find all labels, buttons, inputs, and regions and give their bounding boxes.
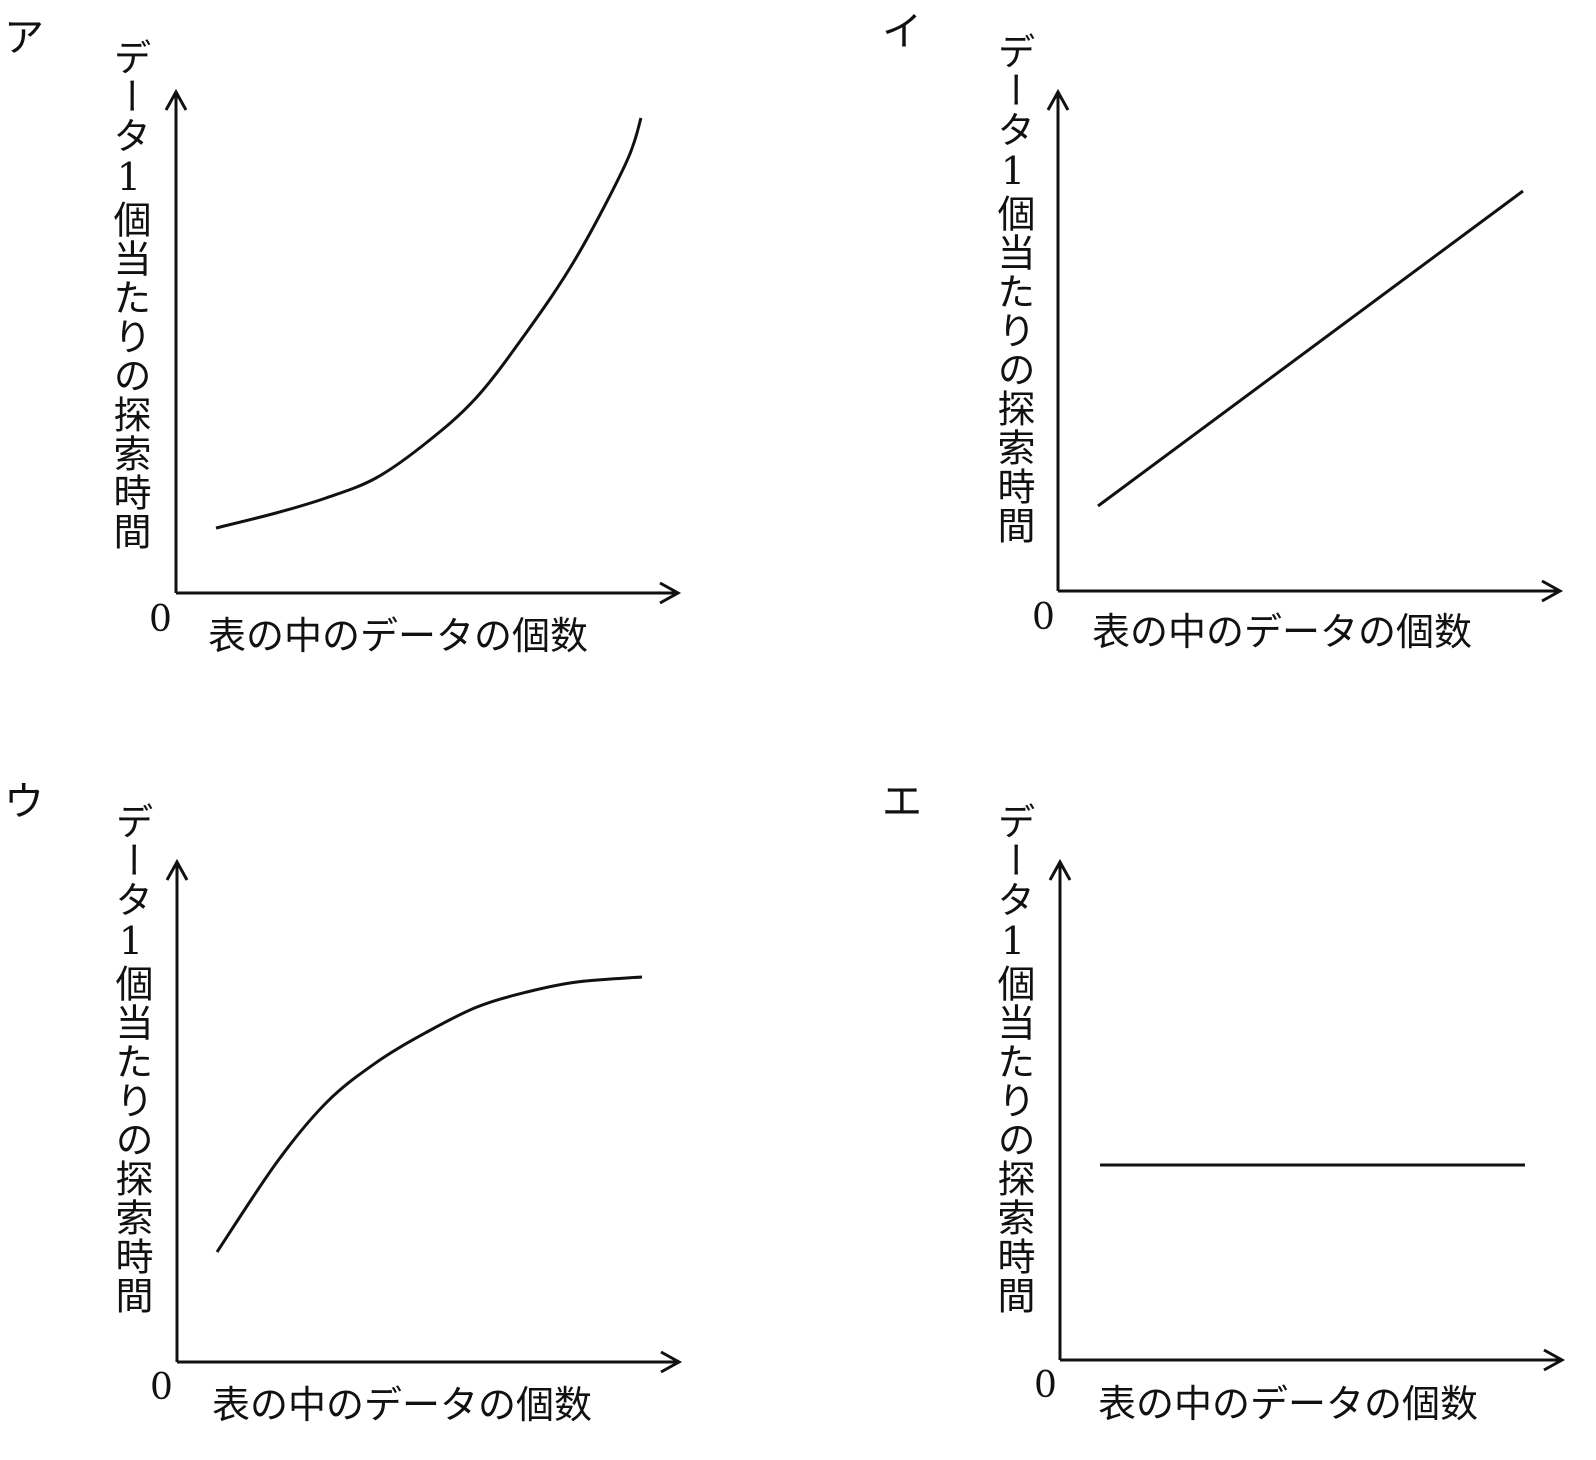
y-axis-label: データ1個当たりの探索時間	[991, 802, 1035, 1315]
x-axis-label: 表の中のデータの個数	[208, 614, 589, 658]
plot-area	[1048, 858, 1566, 1372]
y-axis-arrowhead	[1046, 88, 1070, 111]
panel-label: エ	[882, 779, 922, 825]
plot-area	[1046, 88, 1564, 603]
panel-i: イ データ1個当たりの探索時間 0 表の中のデータの個数	[798, 0, 1596, 730]
origin-label: 0	[150, 1367, 173, 1408]
x-axis-label: 表の中のデータの個数	[212, 1383, 593, 1427]
series-line	[215, 975, 643, 1253]
y-axis-label: データ1個当たりの探索時間	[107, 38, 151, 551]
x-axis-arrowhead	[659, 581, 682, 605]
y-axis-label: データ1個当たりの探索時間	[991, 32, 1035, 545]
panel-e: エ データ1個当たりの探索時間 0 表の中のデータの個数	[798, 730, 1596, 1460]
panel-label: イ	[882, 9, 922, 55]
series-line	[1097, 189, 1524, 508]
x-axis-label: 表の中のデータの個数	[1092, 610, 1473, 654]
plot-area	[164, 88, 682, 605]
x-axis-arrowhead	[1541, 579, 1564, 603]
x-axis-arrowhead	[1543, 1348, 1566, 1372]
plot-area	[165, 858, 683, 1374]
y-axis-arrowhead	[164, 88, 188, 111]
origin-label: 0	[149, 599, 172, 640]
panel-label: ア	[4, 15, 44, 61]
y-axis-arrowhead	[165, 858, 189, 881]
panel-label: ウ	[4, 779, 44, 825]
x-axis-label: 表の中のデータの個数	[1098, 1382, 1479, 1426]
panel-u: ウ データ1個当たりの探索時間 0 表の中のデータの個数	[0, 730, 798, 1460]
origin-label: 0	[1034, 1365, 1057, 1406]
y-axis-arrowhead	[1048, 858, 1072, 881]
series-line	[215, 117, 643, 530]
y-axis-label: データ1個当たりの探索時間	[109, 802, 153, 1315]
panel-a: ア データ1個当たりの探索時間 0 表の中のデータの個数	[0, 0, 798, 730]
origin-label: 0	[1032, 597, 1055, 638]
x-axis-arrowhead	[660, 1350, 683, 1374]
